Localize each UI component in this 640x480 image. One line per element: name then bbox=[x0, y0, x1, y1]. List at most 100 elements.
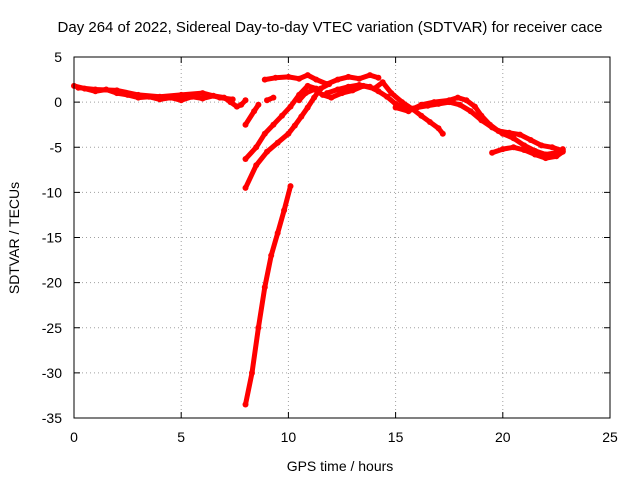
data-point bbox=[261, 284, 268, 291]
data-point bbox=[264, 148, 270, 155]
x-tick-label: 10 bbox=[281, 429, 297, 445]
data-point bbox=[311, 86, 318, 93]
data-point bbox=[261, 130, 268, 137]
data-point bbox=[291, 122, 298, 129]
data-point bbox=[302, 90, 309, 97]
data-point bbox=[375, 88, 382, 95]
data-point bbox=[349, 87, 356, 94]
x-axis-label: GPS time / hours bbox=[287, 458, 394, 474]
data-point bbox=[287, 183, 294, 190]
data-point bbox=[463, 97, 470, 104]
data-point bbox=[281, 207, 288, 214]
data-point bbox=[242, 121, 249, 128]
data-point bbox=[242, 97, 249, 104]
data-point bbox=[285, 73, 292, 80]
data-point bbox=[296, 97, 303, 104]
data-point bbox=[285, 130, 292, 137]
data-point bbox=[135, 91, 142, 98]
data-point bbox=[532, 151, 538, 158]
data-point bbox=[559, 148, 566, 155]
data-point bbox=[542, 155, 549, 162]
y-tick-label: -25 bbox=[42, 320, 62, 336]
data-point bbox=[324, 81, 330, 88]
data-point bbox=[287, 103, 294, 110]
data-point bbox=[313, 76, 320, 83]
data-point bbox=[486, 121, 493, 128]
data-point bbox=[345, 73, 352, 80]
data-point bbox=[356, 82, 363, 88]
series-arc-6 bbox=[243, 102, 261, 128]
data-point bbox=[334, 76, 341, 83]
data-point bbox=[328, 94, 335, 101]
data-point bbox=[388, 90, 395, 97]
data-point bbox=[334, 86, 341, 93]
ticks: 0 5 10 15 20 25 5 0 -5 -10 -15 -20 -25 -30 -35 bbox=[42, 49, 618, 445]
data-point bbox=[264, 97, 270, 104]
data-point bbox=[251, 108, 258, 115]
data-point bbox=[549, 144, 556, 151]
grid bbox=[74, 57, 610, 418]
data-point bbox=[521, 142, 528, 149]
data-point bbox=[392, 104, 399, 111]
data-point bbox=[113, 87, 120, 94]
data-point bbox=[261, 76, 268, 83]
data-point bbox=[324, 90, 330, 97]
data-point bbox=[253, 162, 260, 169]
data-point bbox=[274, 230, 281, 236]
data-point bbox=[435, 125, 442, 132]
x-tick-label: 20 bbox=[495, 429, 511, 445]
data-point bbox=[510, 135, 517, 142]
y-tick-label: -35 bbox=[42, 410, 62, 426]
x-tick-label: 0 bbox=[70, 429, 78, 445]
data-point bbox=[274, 139, 281, 146]
data-point bbox=[538, 142, 545, 149]
data-point bbox=[255, 101, 262, 108]
data-point bbox=[199, 90, 206, 97]
data-point bbox=[270, 94, 277, 101]
data-point bbox=[431, 99, 438, 106]
data-point bbox=[495, 128, 502, 134]
data-point bbox=[454, 94, 461, 101]
data-point bbox=[242, 401, 249, 408]
data-point bbox=[467, 108, 474, 115]
y-tick-label: 0 bbox=[54, 94, 62, 110]
y-tick-label: -30 bbox=[42, 365, 62, 381]
x-tick-label: 5 bbox=[177, 429, 185, 445]
x-tick-label: 15 bbox=[388, 429, 404, 445]
data-point bbox=[238, 101, 245, 108]
data-point bbox=[156, 93, 163, 100]
data-point bbox=[75, 84, 82, 91]
data-point bbox=[426, 119, 433, 125]
data-point bbox=[242, 184, 249, 191]
data-point bbox=[418, 101, 425, 108]
data-point bbox=[506, 129, 513, 136]
data-point bbox=[178, 91, 185, 98]
data-point bbox=[510, 144, 517, 151]
data-point bbox=[270, 121, 277, 128]
series-arc-10 bbox=[324, 82, 566, 157]
data-point bbox=[405, 108, 412, 115]
y-tick-label: -10 bbox=[42, 184, 62, 200]
data-point bbox=[527, 137, 534, 143]
data-point bbox=[304, 104, 311, 111]
data-point bbox=[279, 112, 285, 119]
data-point bbox=[345, 83, 352, 90]
data-point bbox=[304, 82, 311, 89]
y-tick-label: 5 bbox=[54, 49, 62, 65]
data-point bbox=[216, 94, 223, 101]
data-point bbox=[379, 79, 386, 86]
data-point bbox=[199, 95, 206, 102]
data-point bbox=[499, 146, 506, 153]
data-point bbox=[92, 86, 99, 93]
data-point bbox=[255, 324, 262, 331]
data-point bbox=[375, 74, 382, 81]
y-tick-label: -5 bbox=[50, 139, 63, 155]
data-point bbox=[298, 113, 305, 120]
data-point bbox=[272, 74, 279, 81]
data-point bbox=[242, 156, 249, 162]
data-point bbox=[253, 144, 260, 151]
data-point bbox=[553, 153, 560, 160]
data-point bbox=[446, 97, 453, 104]
plot-frame bbox=[73, 56, 611, 419]
data-point bbox=[339, 90, 345, 97]
